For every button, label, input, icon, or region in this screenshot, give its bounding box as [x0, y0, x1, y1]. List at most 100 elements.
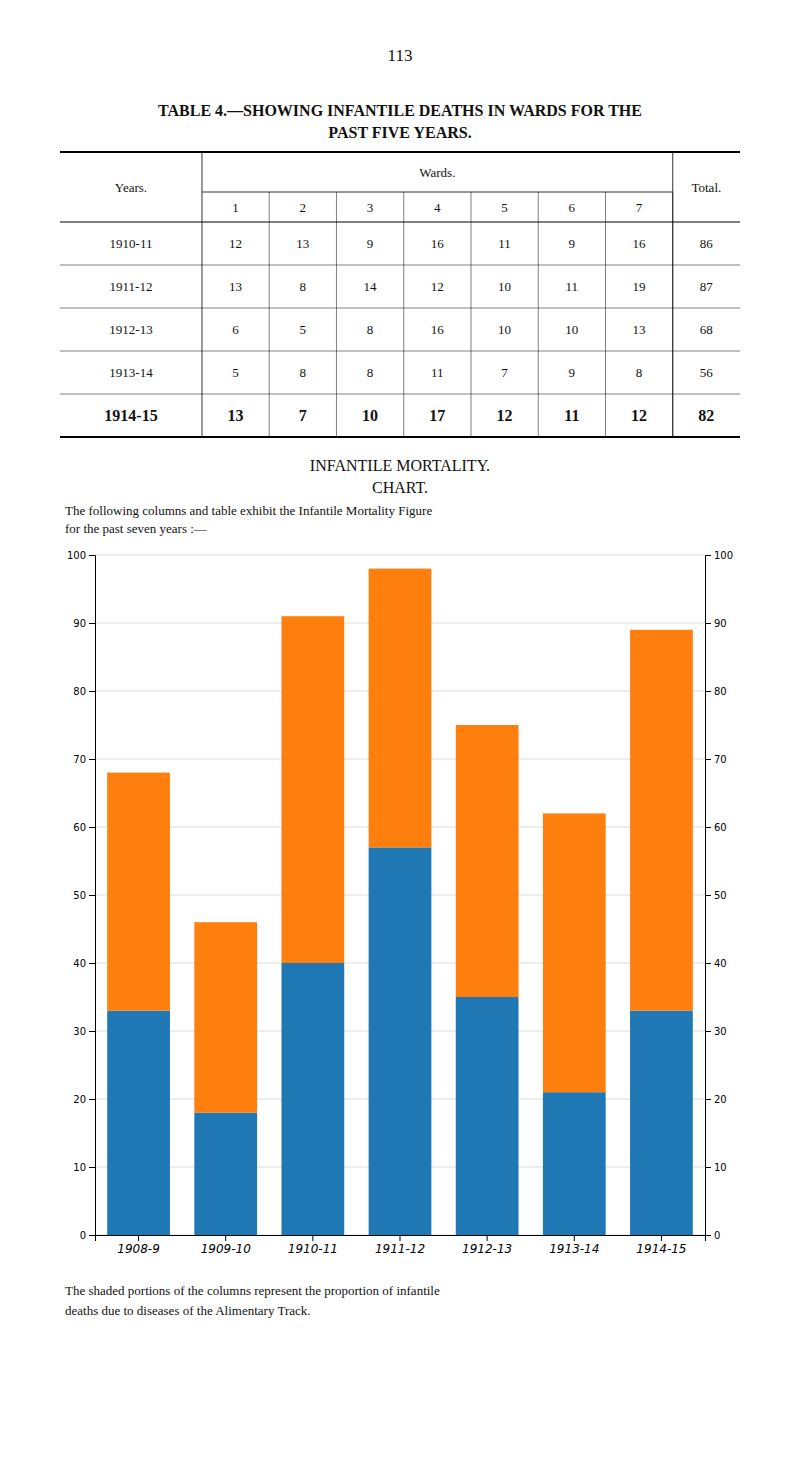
- tick: 0: [705, 1230, 720, 1241]
- table-rule: [60, 351, 740, 352]
- tick-mark: [312, 1235, 313, 1241]
- table-cell: 8: [367, 322, 374, 337]
- tick-mark: [89, 1099, 95, 1100]
- bar: [456, 725, 519, 997]
- table-rule: [60, 151, 740, 153]
- tick: 90: [705, 618, 727, 629]
- table-cell: 8: [300, 365, 307, 380]
- tick-label: 1908-9: [117, 1242, 160, 1256]
- table-cell: 82: [698, 407, 714, 424]
- table-cell: 87: [700, 279, 714, 294]
- tick-mark: [89, 1235, 95, 1236]
- tick: 100: [67, 550, 95, 561]
- tick-mark: [89, 555, 95, 556]
- tick-label: 70: [714, 754, 727, 765]
- tick: 1908-9: [117, 1235, 160, 1256]
- tick: 40: [705, 958, 727, 969]
- table-rule: [336, 192, 337, 437]
- table-cell: 86: [700, 236, 714, 251]
- tick: 30: [73, 1026, 95, 1037]
- tick-mark: [89, 895, 95, 896]
- table-cell: 13: [296, 236, 309, 251]
- table-cell: 16: [431, 236, 445, 251]
- page-number: 113: [388, 46, 413, 65]
- tick: 70: [705, 754, 727, 765]
- bar-series: [107, 569, 693, 1113]
- bar: [369, 569, 432, 848]
- tick-label: 80: [73, 686, 86, 697]
- table-cell: 56: [700, 365, 714, 380]
- table-header: 4: [434, 200, 441, 215]
- table-cell: 10: [565, 322, 578, 337]
- table-title: PAST FIVE YEARS.: [328, 124, 471, 141]
- chart-subtitle: CHART.: [372, 479, 428, 496]
- chart: 0102030405060708090100010203040506070809…: [67, 550, 733, 1256]
- tick-mark: [705, 555, 711, 556]
- table-rule: [201, 152, 202, 437]
- tick-label: 1909-10: [201, 1242, 252, 1256]
- tick-mark: [400, 1235, 401, 1241]
- tick: 80: [705, 686, 727, 697]
- page: 113TABLE 4.—SHOWING INFANTILE DEATHS IN …: [0, 0, 800, 1459]
- tick-label: 90: [73, 618, 86, 629]
- tick: 70: [73, 754, 95, 765]
- tick-mark: [138, 1235, 139, 1241]
- table-rule: [470, 192, 471, 437]
- tick-label: 50: [714, 890, 727, 901]
- tick-mark: [89, 827, 95, 828]
- chart-description: for the past seven years :—: [65, 521, 208, 536]
- bar: [369, 847, 432, 1235]
- table-rule: [538, 192, 539, 437]
- tick-label: 1913-14: [549, 1242, 599, 1256]
- table-rule: [60, 221, 740, 222]
- table-cell: 13: [229, 279, 242, 294]
- tick: 30: [705, 1026, 727, 1037]
- table-cell: 14: [364, 279, 378, 294]
- tick-mark: [89, 691, 95, 692]
- bar: [281, 616, 344, 963]
- tick-label: 30: [714, 1026, 727, 1037]
- table-cell: 12: [631, 407, 647, 424]
- table-cell: 11: [566, 279, 579, 294]
- table-cell: 1913-14: [109, 365, 153, 380]
- table-rule: [672, 152, 673, 437]
- table-cell: 8: [636, 365, 643, 380]
- table-cell: 11: [431, 365, 444, 380]
- table-cell: 7: [501, 365, 508, 380]
- table-cell: 1914-15: [104, 407, 157, 424]
- tick: 60: [73, 822, 95, 833]
- table-cell: 13: [228, 407, 244, 424]
- table-rule: [60, 394, 740, 395]
- bar: [107, 773, 170, 1011]
- tick-mark: [661, 1235, 662, 1241]
- table-cell: 7: [299, 407, 307, 424]
- bar: [107, 1011, 170, 1235]
- table-cell: 17: [429, 407, 445, 424]
- tick-mark: [705, 827, 711, 828]
- tick: 10: [705, 1162, 727, 1173]
- tick: 1913-14: [549, 1235, 599, 1256]
- tick-label: 80: [714, 686, 727, 697]
- table-cell: 5: [300, 322, 307, 337]
- table-cell: 1910-11: [110, 236, 153, 251]
- tick-label: 70: [73, 754, 86, 765]
- table-cell: 9: [367, 236, 374, 251]
- tick-mark: [225, 1235, 226, 1241]
- table-cell: 12: [497, 407, 513, 424]
- tick-label: 1910-11: [288, 1242, 338, 1256]
- tick-label: 1914-15: [636, 1242, 686, 1256]
- tick-label: 10: [73, 1162, 86, 1173]
- tick: 50: [73, 890, 95, 901]
- bar: [543, 1092, 606, 1235]
- tick: 1911-12: [375, 1235, 425, 1256]
- tick-mark: [705, 759, 711, 760]
- table-rule: [60, 436, 740, 438]
- table-header: 3: [367, 200, 374, 215]
- tick: 50: [705, 890, 727, 901]
- tick: 1910-11: [288, 1235, 338, 1256]
- tick-mark: [705, 1031, 711, 1032]
- tick-mark: [89, 1167, 95, 1168]
- table-cell: 12: [229, 236, 242, 251]
- table-cell: 6: [232, 322, 239, 337]
- axis-line: [706, 556, 712, 1236]
